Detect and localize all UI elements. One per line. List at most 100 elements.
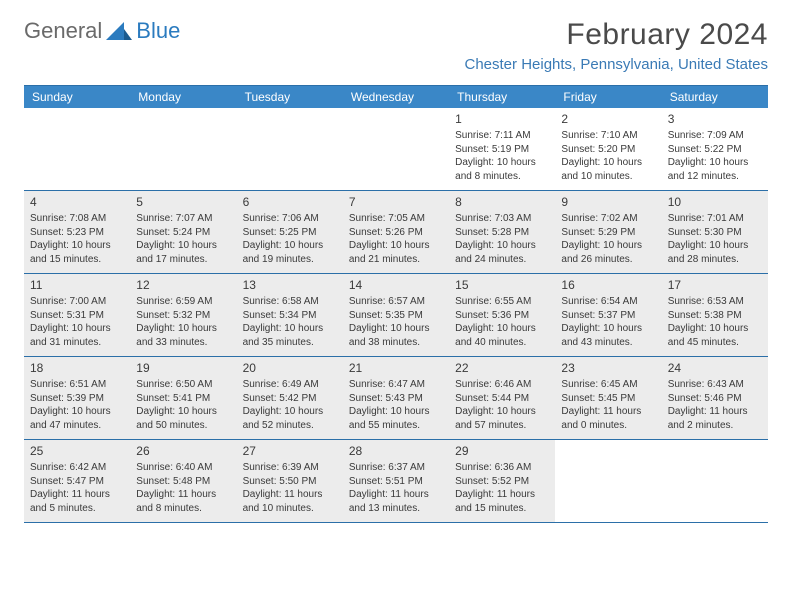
- sunset-text: Sunset: 5:36 PM: [455, 309, 549, 323]
- day-info: Sunrise: 6:55 AMSunset: 5:36 PMDaylight:…: [455, 295, 549, 349]
- day-number: 14: [349, 277, 443, 293]
- day-info: Sunrise: 7:08 AMSunset: 5:23 PMDaylight:…: [30, 212, 124, 266]
- month-title: February 2024: [465, 18, 769, 52]
- daylight-text: Daylight: 11 hours and 0 minutes.: [561, 405, 655, 432]
- logo-text-general: General: [24, 18, 102, 44]
- day-cell: 23 Sunrise: 6:45 AMSunset: 5:45 PMDayligh…: [555, 357, 661, 439]
- week-row: 4Sunrise: 7:08 AMSunset: 5:23 PMDaylight…: [24, 191, 768, 274]
- day-info: Sunrise: 7:09 AMSunset: 5:22 PMDaylight:…: [668, 129, 762, 183]
- sunrise-text: Sunrise: 7:00 AM: [30, 295, 124, 309]
- day-info: Sunrise: 6:45 AMSunset: 5:45 PMDaylight:…: [561, 378, 655, 432]
- sunrise-text: Sunrise: 6:59 AM: [136, 295, 230, 309]
- daylight-text: Daylight: 10 hours and 12 minutes.: [668, 156, 762, 183]
- day-info: Sunrise: 6:53 AMSunset: 5:38 PMDaylight:…: [668, 295, 762, 349]
- day-info: Sunrise: 6:50 AMSunset: 5:41 PMDaylight:…: [136, 378, 230, 432]
- day-header-tuesday: Tuesday: [237, 86, 343, 108]
- day-info: Sunrise: 6:57 AMSunset: 5:35 PMDaylight:…: [349, 295, 443, 349]
- day-cell: 17 Sunrise: 6:53 AMSunset: 5:38 PMDayligh…: [662, 274, 768, 356]
- day-cell: 7Sunrise: 7:05 AMSunset: 5:26 PMDaylight…: [343, 191, 449, 273]
- day-info: Sunrise: 7:03 AMSunset: 5:28 PMDaylight:…: [455, 212, 549, 266]
- sunrise-text: Sunrise: 6:45 AM: [561, 378, 655, 392]
- day-cell: 8 Sunrise: 7:03 AMSunset: 5:28 PMDaylight…: [449, 191, 555, 273]
- sunrise-text: Sunrise: 6:54 AM: [561, 295, 655, 309]
- sunset-text: Sunset: 5:52 PM: [455, 475, 549, 489]
- daylight-text: Daylight: 10 hours and 43 minutes.: [561, 322, 655, 349]
- day-cell: 4Sunrise: 7:08 AMSunset: 5:23 PMDaylight…: [24, 191, 130, 273]
- daylight-text: Daylight: 10 hours and 15 minutes.: [30, 239, 124, 266]
- day-cell: 6Sunrise: 7:06 AMSunset: 5:25 PMDaylight…: [237, 191, 343, 273]
- sunset-text: Sunset: 5:44 PM: [455, 392, 549, 406]
- daylight-text: Daylight: 11 hours and 10 minutes.: [243, 488, 337, 515]
- day-number: 9: [561, 194, 655, 210]
- day-info: Sunrise: 7:02 AMSunset: 5:29 PMDaylight:…: [561, 212, 655, 266]
- day-header-sunday: Sunday: [24, 86, 130, 108]
- day-cell: 5Sunrise: 7:07 AMSunset: 5:24 PMDaylight…: [130, 191, 236, 273]
- week-row: 25Sunrise: 6:42 AMSunset: 5:47 PMDayligh…: [24, 440, 768, 523]
- daylight-text: Daylight: 10 hours and 28 minutes.: [668, 239, 762, 266]
- logo-triangle-icon: [106, 22, 132, 40]
- day-info: Sunrise: 7:01 AMSunset: 5:30 PMDaylight:…: [668, 212, 762, 266]
- sunrise-text: Sunrise: 6:40 AM: [136, 461, 230, 475]
- day-info: Sunrise: 7:06 AMSunset: 5:25 PMDaylight:…: [243, 212, 337, 266]
- daylight-text: Daylight: 11 hours and 13 minutes.: [349, 488, 443, 515]
- sunrise-text: Sunrise: 6:55 AM: [455, 295, 549, 309]
- day-number: 22: [455, 360, 549, 376]
- day-number: 15: [455, 277, 549, 293]
- day-cell: 14 Sunrise: 6:57 AMSunset: 5:35 PMDayligh…: [343, 274, 449, 356]
- calendar: SundayMondayTuesdayWednesdayThursdayFrid…: [24, 85, 768, 523]
- daylight-text: Daylight: 10 hours and 31 minutes.: [30, 322, 124, 349]
- day-info: Sunrise: 7:07 AMSunset: 5:24 PMDaylight:…: [136, 212, 230, 266]
- sunset-text: Sunset: 5:24 PM: [136, 226, 230, 240]
- daylight-text: Daylight: 10 hours and 57 minutes.: [455, 405, 549, 432]
- day-number: 3: [668, 111, 762, 127]
- sunrise-text: Sunrise: 7:05 AM: [349, 212, 443, 226]
- sunrise-text: Sunrise: 6:49 AM: [243, 378, 337, 392]
- day-cell: [237, 108, 343, 190]
- sunset-text: Sunset: 5:51 PM: [349, 475, 443, 489]
- sunrise-text: Sunrise: 6:36 AM: [455, 461, 549, 475]
- sunrise-text: Sunrise: 6:43 AM: [668, 378, 762, 392]
- day-cell: 2Sunrise: 7:10 AMSunset: 5:20 PMDaylight…: [555, 108, 661, 190]
- day-info: Sunrise: 6:43 AMSunset: 5:46 PMDaylight:…: [668, 378, 762, 432]
- day-info: Sunrise: 7:10 AMSunset: 5:20 PMDaylight:…: [561, 129, 655, 183]
- day-headers-row: SundayMondayTuesdayWednesdayThursdayFrid…: [24, 86, 768, 108]
- weeks-container: 1Sunrise: 7:11 AMSunset: 5:19 PMDaylight…: [24, 108, 768, 523]
- sunset-text: Sunset: 5:48 PM: [136, 475, 230, 489]
- daylight-text: Daylight: 10 hours and 38 minutes.: [349, 322, 443, 349]
- day-cell: 11Sunrise: 7:00 AMSunset: 5:31 PMDayligh…: [24, 274, 130, 356]
- sunset-text: Sunset: 5:46 PM: [668, 392, 762, 406]
- daylight-text: Daylight: 11 hours and 2 minutes.: [668, 405, 762, 432]
- day-number: 10: [668, 194, 762, 210]
- day-header-wednesday: Wednesday: [343, 86, 449, 108]
- day-number: 23: [561, 360, 655, 376]
- week-row: 11Sunrise: 7:00 AMSunset: 5:31 PMDayligh…: [24, 274, 768, 357]
- sunset-text: Sunset: 5:50 PM: [243, 475, 337, 489]
- day-cell: 25Sunrise: 6:42 AMSunset: 5:47 PMDayligh…: [24, 440, 130, 522]
- day-cell: [343, 108, 449, 190]
- sunrise-text: Sunrise: 6:47 AM: [349, 378, 443, 392]
- daylight-text: Daylight: 10 hours and 26 minutes.: [561, 239, 655, 266]
- day-header-friday: Friday: [555, 86, 661, 108]
- sunset-text: Sunset: 5:42 PM: [243, 392, 337, 406]
- day-number: 17: [668, 277, 762, 293]
- sunset-text: Sunset: 5:32 PM: [136, 309, 230, 323]
- day-cell: 22Sunrise: 6:46 AMSunset: 5:44 PMDayligh…: [449, 357, 555, 439]
- sunset-text: Sunset: 5:30 PM: [668, 226, 762, 240]
- day-cell: 19Sunrise: 6:50 AMSunset: 5:41 PMDayligh…: [130, 357, 236, 439]
- daylight-text: Daylight: 10 hours and 17 minutes.: [136, 239, 230, 266]
- daylight-text: Daylight: 10 hours and 50 minutes.: [136, 405, 230, 432]
- sunset-text: Sunset: 5:38 PM: [668, 309, 762, 323]
- sunset-text: Sunset: 5:28 PM: [455, 226, 549, 240]
- sunset-text: Sunset: 5:20 PM: [561, 143, 655, 157]
- day-number: 8: [455, 194, 549, 210]
- sunrise-text: Sunrise: 7:02 AM: [561, 212, 655, 226]
- logo-text-blue: Blue: [136, 18, 180, 44]
- day-number: 7: [349, 194, 443, 210]
- day-cell: 10 Sunrise: 7:01 AMSunset: 5:30 PMDayligh…: [662, 191, 768, 273]
- day-info: Sunrise: 6:54 AMSunset: 5:37 PMDaylight:…: [561, 295, 655, 349]
- day-number: 21: [349, 360, 443, 376]
- sunset-text: Sunset: 5:37 PM: [561, 309, 655, 323]
- day-number: 24: [668, 360, 762, 376]
- sunset-text: Sunset: 5:35 PM: [349, 309, 443, 323]
- daylight-text: Daylight: 10 hours and 52 minutes.: [243, 405, 337, 432]
